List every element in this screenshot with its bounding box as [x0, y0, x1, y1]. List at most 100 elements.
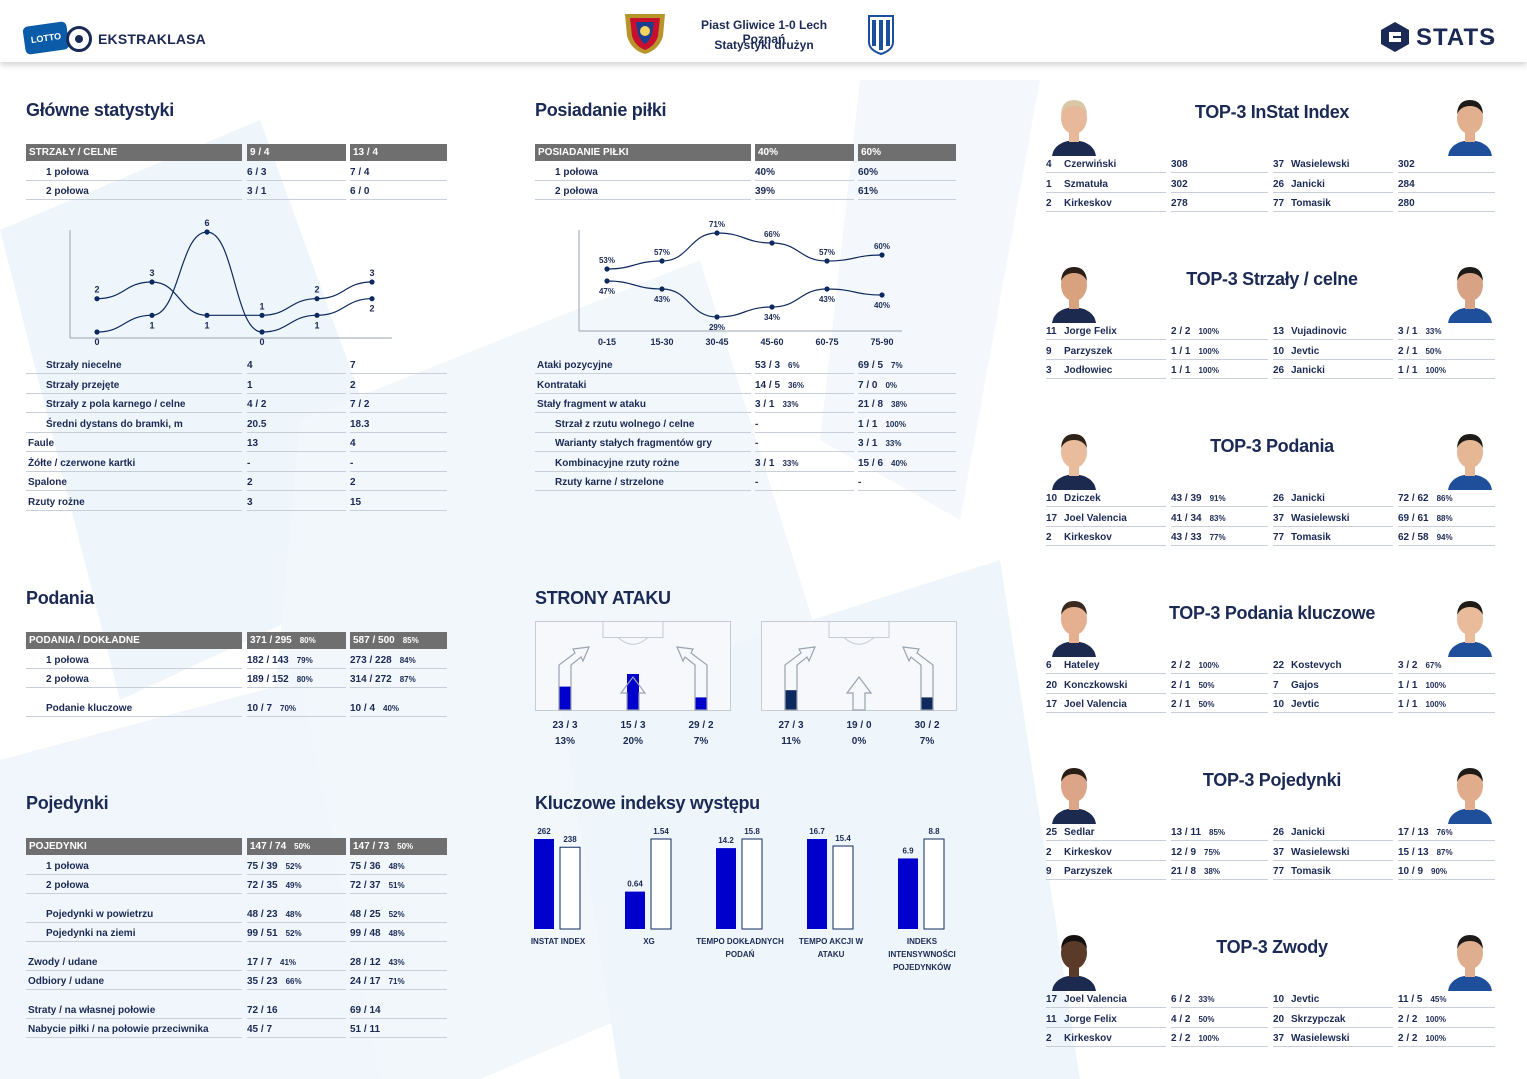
avatar-neck	[1465, 631, 1475, 643]
main-stats-title: Główne statystyki	[26, 100, 174, 120]
data-label: 60%	[874, 242, 890, 251]
x-tick-label: 45-60	[250, 344, 273, 345]
row-home: 6 / 3	[247, 164, 346, 181]
player-value: 2 / 2 100%	[1398, 1011, 1495, 1028]
data-label: 1	[204, 320, 209, 330]
player-name: Hateley	[1064, 657, 1166, 674]
player-stat: 12 / 9	[1171, 846, 1197, 858]
cell-value: -	[755, 438, 759, 449]
data-label: 3	[149, 268, 154, 278]
data-point	[314, 296, 320, 302]
player-stat: 11 / 5	[1398, 994, 1423, 1005]
data-point	[314, 312, 320, 318]
row-home: 3 / 1	[247, 183, 346, 200]
player-percent: 67%	[1425, 661, 1442, 670]
cell-percent: 41%	[280, 957, 297, 967]
row-home: 14 / 5 36%	[755, 377, 854, 394]
cell-percent: 48%	[388, 861, 405, 871]
player-percent: 76%	[1436, 828, 1453, 837]
player-value: 2 / 1 50%	[1398, 343, 1495, 360]
player-stat: 278	[1171, 198, 1188, 209]
cell-percent: 52%	[388, 909, 405, 919]
player-avatar	[1448, 601, 1492, 657]
player-percent: 100%	[1425, 700, 1446, 709]
player-stat: 43 / 33	[1171, 532, 1202, 543]
player-number: 37	[1273, 1030, 1291, 1047]
row-away: 48 / 25 52%	[350, 906, 447, 923]
cell-percent: 80%	[296, 675, 313, 684]
x-tick-label: 60-75	[815, 337, 838, 345]
x-tick-label: 30-45	[705, 337, 728, 345]
cell-value: 72 / 37	[350, 880, 381, 891]
cell-value: 51 / 11	[350, 1024, 381, 1035]
header-home: 40%	[755, 144, 854, 161]
row-away: 69 / 5 7%	[858, 357, 956, 374]
data-label: 57%	[654, 248, 670, 257]
cell-percent: 0%	[885, 380, 898, 390]
row-label: Strzał z rzutu wolnego / celne	[535, 416, 751, 433]
data-label: 2	[94, 285, 99, 295]
player-percent: 33%	[1425, 327, 1442, 336]
player-name: Janicki	[1291, 824, 1393, 841]
data-point	[94, 329, 100, 335]
row-label: Odbiory / udane	[26, 973, 242, 990]
avatar-hair	[1061, 601, 1087, 615]
bar-home-label: 14.2	[718, 836, 734, 845]
data-point	[259, 312, 265, 318]
player-avatar	[1052, 935, 1096, 991]
player-number: 37	[1273, 156, 1291, 173]
player-number: 26	[1273, 362, 1291, 379]
row-away: 18.3	[350, 416, 447, 433]
data-label: 6	[204, 218, 209, 228]
attack-arrow	[845, 676, 873, 711]
player-value: 3 / 1 33%	[1398, 323, 1495, 340]
data-label: 47%	[599, 287, 615, 296]
cell-value: 35 / 23	[247, 976, 278, 987]
row-label: 2 połowa	[26, 671, 242, 688]
x-tick-label: 45-60	[760, 337, 783, 345]
player-number: 7	[1273, 677, 1291, 694]
player-value: 13 / 11 85%	[1171, 824, 1268, 841]
player-value: 62 / 58 94%	[1398, 529, 1495, 546]
player-name: Janicki	[1291, 176, 1393, 193]
header-away: 60%	[858, 144, 956, 161]
avatar-neck	[1069, 297, 1079, 309]
player-stat: 10 / 9	[1398, 866, 1424, 877]
row-away: 273 / 228 84%	[350, 652, 447, 669]
x-tick-label: 75-90	[870, 337, 893, 345]
player-stat: 4 / 2	[1171, 1013, 1191, 1025]
player-name: Joel Valencia	[1064, 510, 1166, 527]
player-stat: 15 / 13	[1398, 846, 1429, 858]
cell-value: 69 / 5	[858, 360, 884, 371]
row-home: 20.5	[247, 416, 346, 433]
player-name: Dziczek	[1064, 490, 1166, 507]
bar-away-label: 15.4	[835, 834, 851, 843]
data-point	[714, 314, 720, 320]
player-name: Jevtic	[1291, 696, 1393, 713]
data-point	[149, 279, 155, 285]
row-label: 1 połowa	[26, 164, 242, 181]
player-stat: 69 / 61	[1398, 512, 1429, 524]
avatar-shirt	[1448, 140, 1492, 156]
penalty-box	[602, 621, 664, 638]
avatar-neck	[1465, 798, 1475, 810]
row-home: 2	[247, 474, 346, 491]
player-name: Tomasik	[1291, 195, 1393, 212]
row-label: Strzały z pola karnego / celne	[26, 396, 242, 413]
player-avatar	[1448, 267, 1492, 323]
bar-away	[650, 838, 672, 930]
avatar-shirt	[1052, 140, 1096, 156]
row-home: -	[755, 416, 854, 433]
cell-percent: 84%	[399, 655, 416, 665]
row-label: Nabycie piłki / na połowie przeciwnika	[26, 1021, 242, 1038]
player-number: 77	[1273, 863, 1291, 880]
player-stat: 2 / 2	[1398, 1033, 1418, 1044]
player-number: 17	[1046, 510, 1064, 527]
player-name: Jevtic	[1291, 343, 1393, 360]
player-value: 2 / 2 100%	[1171, 1030, 1268, 1047]
player-stat: 3 / 2	[1398, 660, 1418, 671]
avatar-neck	[1069, 798, 1079, 810]
cell-value: 10 / 4	[350, 702, 376, 714]
player-stat: 2 / 1	[1171, 699, 1191, 710]
bar-category-label: INSTAT INDEX	[530, 937, 586, 946]
